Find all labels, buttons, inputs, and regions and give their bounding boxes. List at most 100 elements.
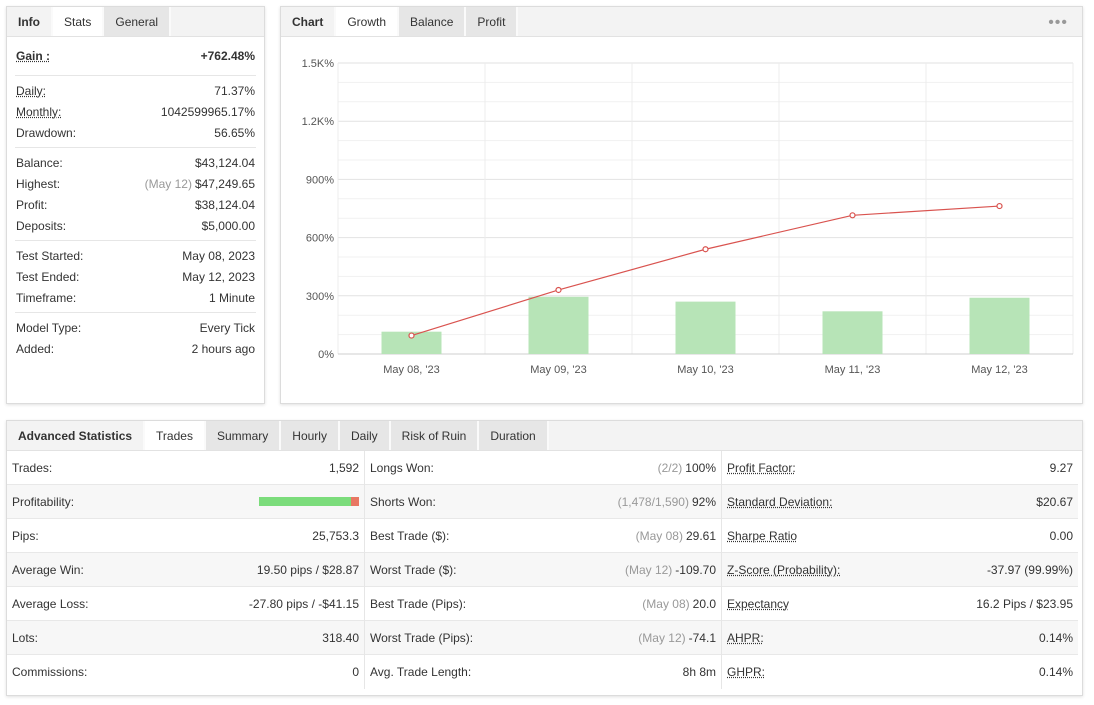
more-dots-icon[interactable]: ••• — [1048, 14, 1068, 31]
profitability-won-fill — [259, 497, 351, 506]
tab-balance[interactable]: Balance — [399, 7, 467, 36]
expectancy-value: 16.2 Pips / $23.95 — [976, 596, 1073, 611]
ahpr-label[interactable]: AHPR: — [727, 630, 764, 645]
balance-label: Balance: — [16, 155, 63, 170]
average-loss-label: Average Loss: — [12, 596, 89, 611]
test-started-value: May 08, 2023 — [182, 248, 255, 263]
growth-point — [702, 246, 709, 253]
y-tick-label: 900% — [306, 174, 334, 186]
deposits-row: Deposits: $5,000.00 — [15, 215, 256, 236]
commissions-label: Commissions: — [12, 665, 88, 679]
worst-trade-usd-value: -109.70 — [675, 562, 716, 577]
tab-chart[interactable]: Chart — [281, 7, 337, 36]
ghpr-value: 0.14% — [1038, 665, 1073, 679]
balance-value: $43,124.04 — [194, 155, 255, 170]
ratios-column: Profit Factor: 9.27 Standard Deviation: … — [721, 451, 1078, 689]
ghpr-label[interactable]: GHPR: — [727, 665, 766, 679]
table-row: Shorts Won: (1,478/1,590) 92% — [365, 485, 721, 519]
shorts-won-value-wrap: (1,478/1,590) 92% — [618, 495, 716, 509]
tab-summary[interactable]: Summary — [205, 421, 282, 450]
table-row: Worst Trade ($): (May 12) -109.70 — [365, 553, 721, 587]
tab-duration[interactable]: Duration — [479, 421, 549, 450]
table-row: Profitability: — [7, 485, 364, 519]
highest-value: $47,249.65 — [194, 176, 255, 191]
growth-bar — [381, 331, 442, 354]
growth-point — [555, 286, 562, 294]
test-group: Test Started: May 08, 2023 Test Ended: M… — [15, 241, 256, 313]
highest-label: Highest: — [16, 176, 61, 191]
balance-group: Balance: $43,124.04 Highest: (May 12) $47… — [15, 148, 256, 241]
tab-trades[interactable]: Trades — [145, 421, 206, 450]
growth-point — [996, 202, 1003, 210]
worst-trade-pips-date: (May 12) — [638, 630, 686, 645]
monthly-row: Monthly: 1042599965.17% — [15, 101, 256, 122]
table-row: Commissions: 0 — [7, 655, 364, 689]
profit-factor-label[interactable]: Profit Factor: — [727, 460, 796, 475]
average-win-label: Average Win: — [12, 562, 84, 577]
standard-deviation-value: $20.67 — [1036, 494, 1073, 509]
table-row: Lots: 318.40 — [7, 621, 364, 655]
worst-trade-usd-value-wrap: (May 12) -109.70 — [625, 563, 716, 577]
test-ended-label: Test Ended: — [16, 269, 80, 284]
avg-trade-length-label: Avg. Trade Length: — [370, 665, 472, 679]
drawdown-row: Drawdown: 56.65% — [15, 122, 256, 143]
best-trade-pips-value-wrap: (May 08) 20.0 — [642, 597, 716, 611]
model-group: Model Type: Every Tick Added: 2 hours ag… — [15, 313, 256, 363]
profit-value: $38,124.04 — [194, 197, 255, 212]
shorts-won-value: 92% — [691, 494, 716, 509]
table-row: Z-Score (Probability): -37.97 (99.99%) — [722, 553, 1078, 587]
daily-label[interactable]: Daily: — [16, 83, 47, 98]
y-tick-label: 0% — [318, 349, 334, 361]
table-row: Standard Deviation: $20.67 — [722, 485, 1078, 519]
profit-label: Profit: — [16, 197, 48, 212]
gain-label[interactable]: Gain : — [16, 49, 51, 63]
profit-row: Profit: $38,124.04 — [15, 194, 256, 215]
info-panel: Info Stats General Gain : +762.48% Daily… — [6, 6, 265, 404]
tab-general[interactable]: General — [104, 7, 172, 36]
growth-point — [408, 332, 415, 339]
shorts-won-label: Shorts Won: — [370, 494, 436, 509]
pips-value: 25,753.3 — [312, 528, 359, 543]
tab-hourly[interactable]: Hourly — [281, 421, 340, 450]
table-row: Expectancy 16.2 Pips / $23.95 — [722, 587, 1078, 621]
highest-value-wrap: (May 12) $47,249.65 — [145, 177, 255, 191]
tab-profit[interactable]: Profit — [466, 7, 519, 36]
average-loss-value: -27.80 pips / -$41.15 — [248, 596, 359, 611]
average-win-value: 19.50 pips / $28.87 — [256, 562, 359, 577]
worst-trade-pips-value: -74.1 — [688, 630, 716, 645]
lots-value: 318.40 — [322, 630, 359, 645]
profitability-bar — [259, 497, 359, 506]
table-row: Pips: 25,753.3 — [7, 519, 364, 553]
tab-stats[interactable]: Stats — [53, 7, 105, 36]
growth-group: Daily: 71.37% Monthly: 1042599965.17% Dr… — [15, 76, 256, 148]
z-score-label[interactable]: Z-Score (Probability): — [727, 562, 841, 577]
expectancy-label[interactable]: Expectancy — [727, 596, 790, 611]
drawdown-label: Drawdown: — [16, 125, 77, 140]
ahpr-value: 0.14% — [1038, 630, 1073, 645]
table-row: Longs Won: (2/2) 100% — [365, 451, 721, 485]
model-type-value: Every Tick — [199, 320, 255, 335]
tab-risk-of-ruin[interactable]: Risk of Ruin — [390, 421, 480, 450]
monthly-label[interactable]: Monthly: — [16, 104, 62, 119]
trades-column: Trades: 1,592 Profitability: Pips: 25,75… — [7, 451, 364, 689]
best-trade-pips-date: (May 08) — [642, 596, 690, 611]
table-row: Average Loss: -27.80 pips / -$41.15 — [7, 587, 364, 621]
drawdown-value: 56.65% — [214, 125, 255, 140]
tab-daily[interactable]: Daily — [339, 421, 391, 450]
sharpe-ratio-label[interactable]: Sharpe Ratio — [727, 528, 798, 543]
monthly-value: 1042599965.17% — [160, 104, 255, 119]
timeframe-row: Timeframe: 1 Minute — [15, 287, 256, 308]
advanced-statistics-panel: Advanced Statistics Trades Summary Hourl… — [6, 420, 1083, 696]
tab-growth[interactable]: Growth — [336, 7, 400, 36]
tab-info[interactable]: Info — [7, 7, 53, 36]
trades-label: Trades: — [12, 460, 53, 475]
commissions-value: 0 — [352, 665, 359, 679]
longs-won-count: (2/2) — [657, 460, 683, 475]
y-tick-label: 1.2K% — [302, 116, 335, 128]
growth-bar — [969, 297, 1030, 354]
table-row: Worst Trade (Pips): (May 12) -74.1 — [365, 621, 721, 655]
timeframe-label: Timeframe: — [16, 290, 77, 305]
standard-deviation-label[interactable]: Standard Deviation: — [727, 494, 833, 509]
best-trade-pips-value: 20.0 — [692, 596, 716, 611]
longs-won-value: 100% — [685, 460, 716, 475]
